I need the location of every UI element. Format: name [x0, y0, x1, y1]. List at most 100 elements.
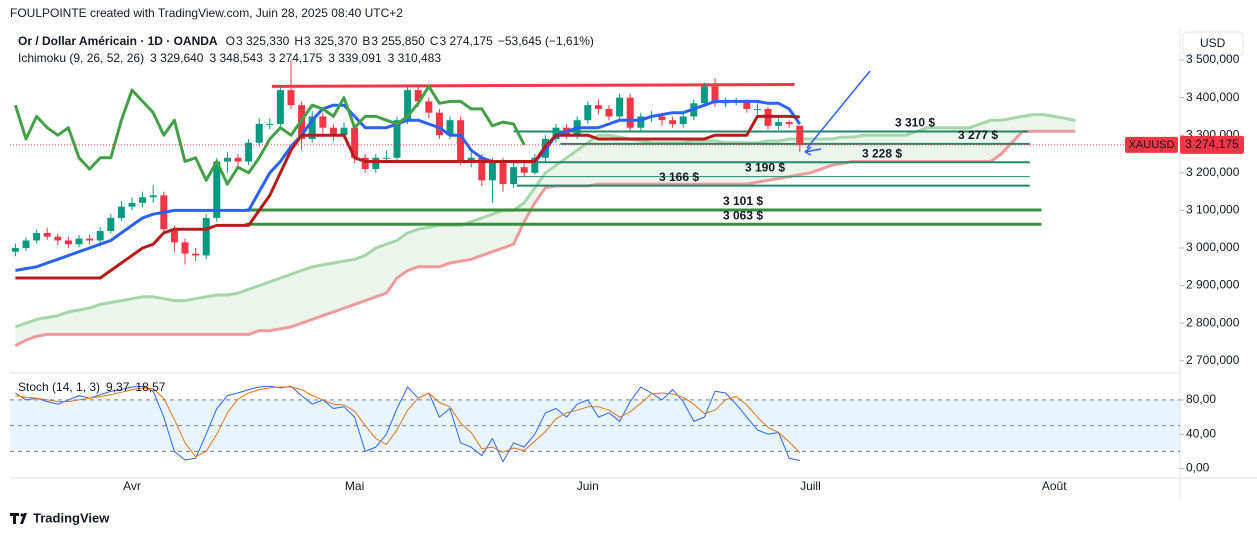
price-tag-symbol: XAUUSD [1129, 139, 1175, 151]
candle-body [351, 127, 359, 158]
candle-body [414, 90, 422, 102]
candle-body [605, 108, 613, 117]
stoch-value: 18,57 [135, 380, 165, 394]
candle-body [775, 122, 783, 126]
level-label: 3 101 $ [723, 194, 763, 208]
candle-body [616, 97, 624, 117]
candle-body [467, 157, 475, 162]
candle-body [488, 161, 496, 181]
candle-body [33, 232, 41, 241]
candle-body [743, 101, 751, 109]
stoch-title: Stoch (14, 1, 3) [18, 380, 100, 394]
currency-button[interactable] [1182, 31, 1244, 57]
legend-value: 3 325,330 [236, 34, 290, 48]
candle-body [255, 123, 263, 143]
candle-body [64, 240, 72, 245]
candle-body [223, 157, 231, 162]
candle-body [96, 231, 104, 241]
arrow-head [804, 146, 812, 156]
y-tick-label: 3 400,000 [1186, 90, 1240, 104]
x-tick-label: Juin [577, 479, 599, 493]
trendline [271, 82, 795, 88]
ichimoku-line [15, 99, 802, 272]
candle-body [245, 142, 253, 162]
candle-body [107, 217, 115, 232]
candle-body [287, 90, 295, 106]
y-tick-label: 0,00 [1186, 461, 1210, 475]
candle-body [11, 247, 19, 252]
legend-value: 3 255,850 [371, 34, 425, 48]
stoch-value: 9,37 [106, 380, 130, 394]
candle-body [202, 217, 210, 256]
candle-body [266, 123, 274, 125]
price-tag-bg [1180, 135, 1244, 154]
legend-key: C [430, 34, 439, 48]
y-tick-label: 3 500,000 [1186, 52, 1240, 66]
indicator-value: 3 274,175 [269, 51, 323, 65]
candle-body [181, 242, 189, 254]
candle-body [669, 120, 677, 124]
candle-body [340, 127, 348, 136]
candle-body [457, 120, 465, 162]
candle-body [128, 202, 136, 207]
arrow-line [806, 70, 871, 149]
level-label: 3 228 $ [862, 146, 902, 160]
y-tick-label: 2 700,000 [1186, 353, 1240, 367]
y-tick-label: 2 900,000 [1186, 278, 1240, 292]
ichimoku-line [15, 114, 800, 280]
stoch-line [15, 386, 801, 457]
brand-icon [10, 513, 27, 524]
indicator-title: Ichimoku (9, 26, 52, 26) [18, 51, 144, 65]
candle-body [478, 157, 486, 181]
candle-body [308, 116, 316, 139]
candle-body [192, 253, 200, 256]
candle-body [499, 161, 507, 185]
candle-body [117, 206, 125, 218]
candle-body [139, 197, 147, 203]
candle-body [170, 229, 178, 243]
y-tick-label: 2 800,000 [1186, 315, 1240, 329]
legend-key: O [226, 34, 235, 48]
brand-logo [10, 513, 27, 524]
header: FOULPOINTE created with TradingView.com,… [10, 6, 403, 20]
level-label: 3 310 $ [895, 116, 935, 130]
indicator-value: 3 339,091 [328, 51, 382, 65]
candle-body [446, 120, 454, 136]
legend-key: B [362, 34, 370, 48]
candle-body [425, 101, 433, 113]
legend-change: −53,645 (−1,61%) [498, 34, 594, 48]
candle-body [520, 167, 528, 173]
currency-label[interactable]: USD [1200, 36, 1226, 50]
brand-dot [20, 513, 24, 517]
candle-body [382, 157, 390, 159]
legend-value: 3 274,175 [439, 34, 493, 48]
candle-body [213, 161, 221, 218]
y-tick-label: 40,00 [1186, 426, 1216, 440]
candle-body [753, 108, 761, 110]
candle-body [372, 157, 380, 170]
y-tick-label: 80,00 [1186, 392, 1216, 406]
senkou-line [14, 113, 1076, 329]
candle-body [594, 105, 602, 109]
legend-key: H [294, 34, 303, 48]
candle-body [552, 127, 560, 139]
legend-title: Or / Dollar Américain · 1D · OANDA [18, 34, 218, 48]
candle-body [404, 90, 412, 121]
candle-body [393, 120, 401, 158]
candle-body [22, 240, 30, 248]
legend-value: 3 325,370 [304, 34, 358, 48]
x-tick-label: Juill [800, 479, 821, 493]
indicator-value: 3 329,640 [150, 51, 204, 65]
candle-body [276, 90, 284, 124]
candle-body [43, 232, 51, 237]
x-tick-label: Avr [123, 479, 141, 493]
indicator-value: 3 348,543 [209, 51, 263, 65]
annotation-arrow [804, 70, 871, 156]
price-tag-label: 3 274,175 [1185, 137, 1239, 151]
candle-body [54, 236, 62, 241]
candle-body [435, 112, 443, 136]
x-tick-label: Mai [345, 479, 364, 493]
candle-body [700, 86, 708, 104]
candle-body [86, 238, 94, 241]
